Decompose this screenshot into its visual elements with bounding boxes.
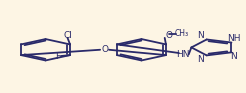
Text: N: N: [231, 52, 237, 61]
Text: NH: NH: [227, 34, 241, 43]
Text: O: O: [166, 31, 173, 40]
Text: O: O: [101, 45, 108, 54]
Text: CH₃: CH₃: [175, 29, 189, 39]
Text: N: N: [197, 31, 204, 40]
Text: Cl: Cl: [63, 31, 72, 40]
Text: N: N: [197, 55, 204, 64]
Text: HN: HN: [177, 50, 190, 59]
Text: F: F: [55, 52, 60, 61]
